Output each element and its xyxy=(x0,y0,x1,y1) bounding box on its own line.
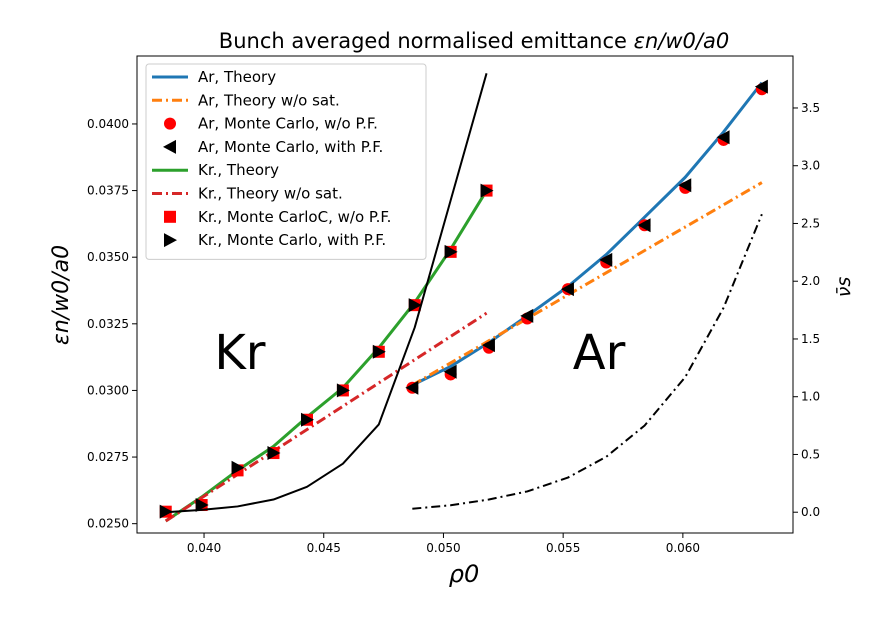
series-line-kr-s xyxy=(165,73,488,514)
axes-frame xyxy=(136,55,794,534)
data-point-ar-monte-carlo-with-p-f xyxy=(754,79,768,94)
legend-label-kr-theory: Kr., Theory xyxy=(198,161,279,179)
y2-tick-label: 0.0 xyxy=(801,505,820,519)
data-point-ar-monte-carlo-with-p-f xyxy=(481,338,495,353)
data-point-ar-monte-carlo-with-p-f xyxy=(637,218,651,233)
x-tick-label: 0.040 xyxy=(187,541,221,555)
data-point-ar-monte-carlo-with-p-f xyxy=(520,308,534,323)
legend-label-ar-monte-carlo-w-o-p-f: Ar, Monte Carlo, w/o P.F. xyxy=(198,115,378,133)
x-tick-label: 0.055 xyxy=(546,541,580,555)
y-tick-label: 0.0250 xyxy=(87,517,129,531)
annotation-ar: Ar xyxy=(573,325,626,381)
legend-box xyxy=(145,63,427,260)
x-tick-label: 0.045 xyxy=(307,541,341,555)
data-point-kr-monte-carlo-with-p-f xyxy=(480,183,494,198)
y2-axis-label: ν̄s xyxy=(833,277,855,298)
chart-title-main: Bunch averaged normalised emittance xyxy=(219,29,634,53)
data-point-kr-monte-carlo-with-p-f xyxy=(444,244,458,259)
y-tick-label: 0.0325 xyxy=(87,317,129,331)
data-point-kr-monte-carlo-with-p-f xyxy=(372,344,386,359)
data-point-ar-monte-carlo-with-p-f xyxy=(678,178,692,193)
series-line-ar-theory xyxy=(411,81,764,387)
y-tick-label: 0.0350 xyxy=(87,250,129,264)
x-tick-label: 0.050 xyxy=(426,541,460,555)
axes-ticks: 0.040 0.045 0.050 0.055 0.060 0.0250 0.0275 0.0… xyxy=(87,101,820,555)
data-point-ar-monte-carlo-with-p-f xyxy=(405,380,419,395)
y2-tick-label: 2.5 xyxy=(801,216,820,230)
data-point-ar-monte-carlo-with-p-f xyxy=(443,364,457,379)
legend-label-kr-monte-carlo-with-p-f: Kr., Monte Carlo, with P.F. xyxy=(198,231,386,249)
legend-label-ar-monte-carlo-with-p-f: Ar, Monte Carlo, with P.F. xyxy=(198,138,383,156)
series-line-kr-theory xyxy=(164,189,488,523)
legend-label-ar-theory: Ar, Theory xyxy=(198,68,276,86)
legend-swatch-kr-monte-carloc-w-o-p-f xyxy=(164,210,176,223)
y-axis-label: εn/w0/a0 xyxy=(49,245,74,345)
data-point-kr-monte-carlo-with-p-f xyxy=(231,460,245,475)
y-tick-label: 0.0400 xyxy=(87,117,129,131)
series-line-ar-s xyxy=(412,213,763,510)
chart-title: Bunch averaged normalised emittance εn/w… xyxy=(219,29,729,53)
legend-label-kr-monte-carloc-w-o-p-f: Kr., Monte CarloC, w/o P.F. xyxy=(198,208,391,226)
y2-tick-label: 3.5 xyxy=(801,101,820,115)
series-line-kr-theory-w-o-sat xyxy=(164,311,488,523)
legend-swatch-ar-monte-carlo-w-o-p-f xyxy=(164,117,176,130)
data-point-ar-monte-carlo-with-p-f xyxy=(599,252,613,267)
legend-swatch-ar-monte-carlo-with-p-f xyxy=(163,139,176,154)
x-axis-label: ρ0 xyxy=(449,560,480,588)
y2-tick-label: 0.5 xyxy=(801,447,820,461)
y2-tick-label: 2.0 xyxy=(801,274,820,288)
y2-tick-label: 1.0 xyxy=(801,390,820,404)
legend-label-kr-theory-w-o-sat: Kr., Theory w/o sat. xyxy=(198,185,343,203)
y-tick-label: 0.0300 xyxy=(87,383,129,397)
y-tick-label: 0.0375 xyxy=(87,184,129,198)
legend: Ar, Theory Ar, Theory w/o sat. Ar, Monte C… xyxy=(145,63,427,260)
series-line-ar-theory-w-o-sat xyxy=(411,181,763,387)
data-point-kr-monte-carlo-with-p-f xyxy=(267,446,281,461)
legend-swatch-kr-monte-carlo-with-p-f xyxy=(164,233,177,248)
y2-tick-label: 3.0 xyxy=(801,159,820,173)
data-point-kr-monte-carlo-with-p-f xyxy=(408,298,422,313)
chart-title-math: εn/w0/a0 xyxy=(634,29,730,53)
annotation-kr: Kr xyxy=(214,325,265,381)
y2-tick-label: 1.5 xyxy=(801,332,820,346)
data-point-kr-monte-carlo-with-p-f xyxy=(195,498,209,513)
legend-label-ar-theory-w-o-sat: Ar, Theory w/o sat. xyxy=(198,91,340,109)
data-point-ar-monte-carlo-with-p-f xyxy=(560,282,574,297)
plot-area: Kr Ar xyxy=(159,73,768,523)
data-point-kr-monte-carlo-with-p-f xyxy=(336,383,350,398)
data-point-ar-monte-carlo-with-p-f xyxy=(716,130,730,145)
data-point-kr-monte-carlo-with-p-f xyxy=(300,412,314,427)
x-tick-label: 0.060 xyxy=(666,541,700,555)
y-tick-label: 0.0275 xyxy=(87,450,129,464)
